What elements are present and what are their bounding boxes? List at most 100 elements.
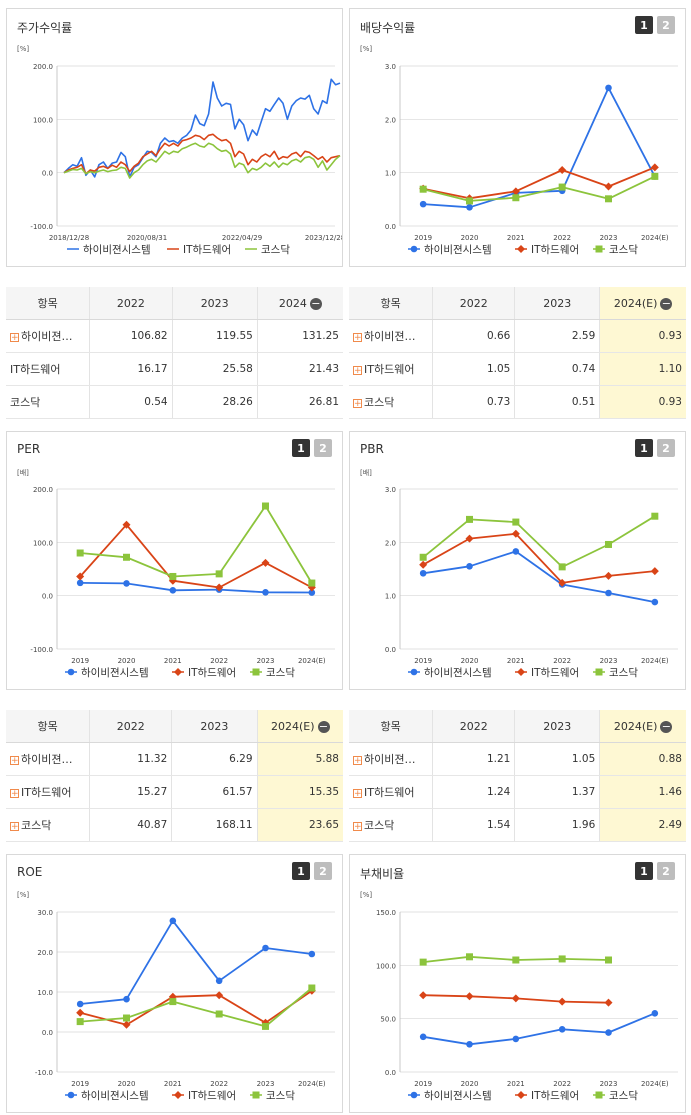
expand-icon[interactable]: + [353, 332, 362, 343]
header-label: 2024(E) [613, 719, 658, 733]
legend-label: IT하드웨어 [188, 666, 236, 679]
chart-unit: [%] [360, 45, 373, 53]
expand-icon[interactable]: + [353, 788, 362, 799]
data-point [511, 187, 520, 196]
legend-label: 코스닥 [609, 244, 638, 256]
collapse-icon[interactable]: − [309, 296, 322, 310]
pager-button-1[interactable]: 1 [635, 439, 653, 457]
legend-marker [252, 668, 260, 676]
x-tick-label: 2021 [507, 657, 525, 665]
expand-icon[interactable]: + [353, 755, 362, 766]
series-line [423, 166, 656, 200]
expand-icon[interactable]: + [10, 755, 19, 766]
table-row: + 하이비젼… 106.82 119.55 131.25 [6, 319, 343, 353]
row-name: + 코스닥 [349, 808, 434, 842]
pager-button-1[interactable]: 1 [635, 16, 653, 34]
pager-button-1[interactable]: 1 [292, 862, 310, 880]
series-3 [419, 512, 659, 571]
data-point [511, 994, 520, 1003]
data-point [558, 997, 567, 1006]
series-line [80, 987, 313, 1028]
pbr-table: 항목 2022 2023 2024(E) − + 하이비젼… 1.21 1.05 0.88 + IT하… [349, 710, 686, 842]
x-tick-label: 2022 [210, 657, 228, 665]
stock-return-table: 항목 2022 2023 2024− + 하이비젼… 106.82 119.55 131.25 I… [6, 287, 343, 419]
x-tick-label: 2019 [71, 657, 89, 665]
header-label: 2023 [200, 719, 229, 733]
data-point [419, 553, 427, 561]
expand-icon[interactable]: + [353, 821, 362, 832]
series-3 [419, 172, 659, 205]
data-point [466, 515, 473, 523]
pager-button-2[interactable]: 2 [657, 16, 675, 34]
data-point [308, 589, 316, 596]
series-1 [419, 548, 659, 606]
expand-icon[interactable]: + [353, 398, 362, 409]
column-header: 2022 [89, 287, 173, 320]
dividend-yield-table: 항목 2022 2023 2024(E) − + 하이비젼… 0.66 2.59 0.93 + IT하… [349, 287, 686, 419]
row-name: + IT하드웨어 [349, 352, 434, 386]
data-point [604, 182, 613, 191]
pager-button-2[interactable]: 2 [314, 862, 332, 880]
pager-button-2[interactable]: 2 [657, 862, 675, 880]
data-point [419, 200, 427, 208]
data-point [122, 520, 131, 529]
pager-button-1[interactable]: 1 [635, 862, 653, 880]
data-point [123, 1014, 130, 1022]
series-3 [76, 502, 316, 587]
legend-marker [174, 668, 182, 676]
table-row: + 코스닥 1.54 1.96 2.49 [349, 808, 686, 842]
column-header: 항목 [6, 710, 91, 743]
data-point [308, 579, 316, 587]
table-row: + 하이비젼… 0.66 2.59 0.93 [349, 319, 686, 353]
header-label: 2023 [200, 296, 229, 310]
legend-marker [67, 1091, 75, 1099]
table-cell: 0.66 [432, 319, 516, 353]
expand-icon[interactable]: + [10, 821, 19, 832]
table-cell: 6.29 [171, 742, 258, 776]
y-tick-label: 1.0 [385, 170, 396, 178]
legend-marker [517, 668, 525, 676]
collapse-icon[interactable]: − [317, 719, 330, 733]
legend-label: IT하드웨어 [531, 243, 579, 256]
x-tick-label: 2020 [118, 1080, 136, 1088]
legend-label: 하이비젼시스템 [424, 1089, 492, 1102]
data-point [419, 560, 428, 569]
table-cell: 1.05 [432, 352, 516, 386]
table-cell: 2.59 [514, 319, 601, 353]
pager-button-2[interactable]: 2 [314, 439, 332, 457]
y-tick-label: 0.0 [385, 646, 396, 654]
y-tick-label: 0.0 [385, 223, 396, 231]
legend-label: 하이비젼시스템 [81, 1089, 149, 1102]
data-point [76, 572, 85, 581]
chart-unit: [배] [360, 469, 372, 477]
data-point [308, 950, 316, 958]
collapse-icon[interactable]: − [660, 296, 673, 310]
chart-title: 배당수익률 [360, 21, 416, 35]
series-line [80, 582, 312, 594]
table-row: + 코스닥 40.87 168.11 23.65 [6, 808, 343, 842]
column-header: 2023 [172, 287, 258, 320]
legend-marker [174, 1091, 182, 1099]
y-tick-label: 100.0 [376, 962, 396, 970]
table-cell: 15.35 [257, 775, 343, 809]
table-cell: 0.73 [432, 385, 516, 419]
data-point [605, 589, 612, 597]
expand-icon[interactable]: + [10, 332, 19, 343]
expand-icon[interactable]: + [10, 788, 19, 799]
y-tick-label: 200.0 [33, 63, 53, 71]
pager-button-1[interactable]: 1 [292, 439, 310, 457]
pager-button-2[interactable]: 2 [657, 439, 675, 457]
header-label: 2024 [278, 296, 307, 310]
row-label: IT하드웨어 [364, 786, 415, 799]
chart-legend: 하이비젼시스템 IT하드웨어 코스닥 [65, 666, 295, 679]
chart-unit: [%] [17, 891, 30, 899]
row-name: + IT하드웨어 [6, 775, 91, 809]
x-tick-label: 2021 [164, 1080, 182, 1088]
column-header: 항목 [349, 287, 434, 320]
data-point [558, 183, 566, 191]
expand-icon[interactable]: + [353, 365, 362, 376]
series-line [79, 523, 313, 589]
collapse-icon[interactable]: − [660, 719, 673, 733]
chart-title: PBR [360, 442, 384, 456]
